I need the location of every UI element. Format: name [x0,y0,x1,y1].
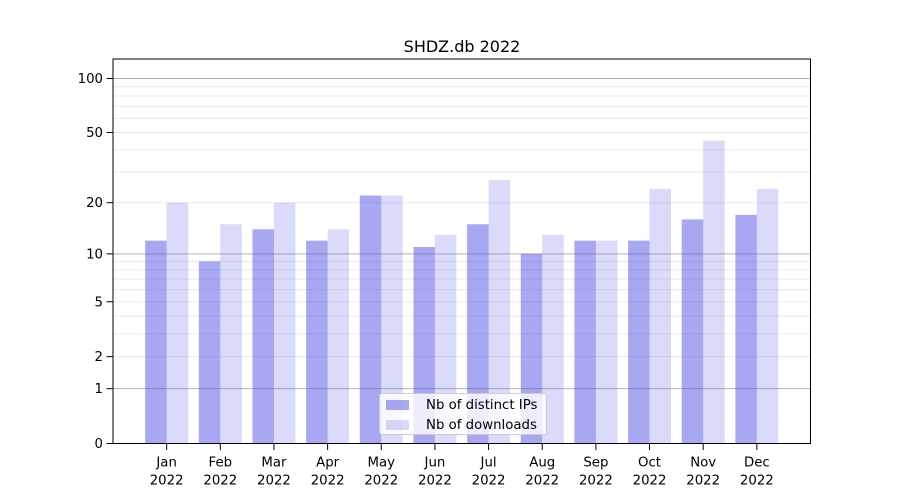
legend-swatch-distinct-ips [386,400,409,410]
bar-downloads-feb [220,224,242,444]
chart-title: SHDZ.db 2022 [403,37,521,56]
y-tick-label: 50 [86,126,103,141]
x-tick-label-year: 2022 [472,474,506,489]
x-tick-label-month: Oct [638,456,661,471]
bar-distinct-ips-apr [306,240,328,444]
x-tick-label-year: 2022 [203,474,237,489]
x-tick-label-year: 2022 [579,474,613,489]
bar-distinct-ips-may [359,195,382,444]
x-tick-label-month: Aug [529,456,555,471]
x-tick-label-year: 2022 [418,474,452,489]
x-tick-label-year: 2022 [150,474,184,489]
x-tick-label-month: Mar [261,456,287,471]
y-tick-label: 1 [95,382,103,397]
legend-item-downloads: Nb of downloads [380,415,537,435]
axis-frame [112,58,811,444]
x-tick-label-month: Apr [316,456,340,471]
bar-distinct-ips-jul [467,224,489,444]
bar-downloads-apr [327,229,350,444]
x-tick-label-year: 2022 [364,474,398,489]
bar-distinct-ips-oct [628,240,650,444]
x-tick-label-month: Jul [480,456,497,471]
legend-swatch-downloads [386,420,409,430]
x-tick-label-month: Dec [744,456,770,471]
x-tick-label-year: 2022 [686,474,720,489]
legend-label-downloads: Nb of downloads [426,417,537,433]
y-tick-label: 5 [95,295,103,310]
bar-downloads-jan [166,202,189,444]
bar-distinct-ips-sep [574,240,596,444]
bar-downloads-jul [488,179,511,444]
bar-distinct-ips-feb [198,261,221,444]
bar-distinct-ips-jan [145,240,167,444]
bar-downloads-oct [649,188,671,444]
bar-distinct-ips-mar [252,229,274,444]
y-tick-label: 20 [86,196,103,211]
bar-downloads-nov [703,140,725,444]
x-tick-label-month: Jun [424,456,446,471]
bar-downloads-aug [542,234,564,444]
x-tick-label-year: 2022 [311,474,345,489]
bar-downloads-may [381,195,403,444]
bar-downloads-jun [434,234,457,444]
x-tick-label-year: 2022 [633,474,667,489]
x-tick-label-year: 2022 [257,474,291,489]
x-tick-label-month: May [368,456,396,471]
y-tick-label: 0 [95,437,103,452]
y-tick-label: 2 [95,350,103,365]
legend-label-distinct-ips: Nb of distinct IPs [426,397,538,413]
x-tick-label-year: 2022 [525,474,559,489]
x-tick-label-month: Jan [155,456,177,471]
bar-distinct-ips-nov [681,219,704,444]
x-tick-label-year: 2022 [740,474,774,489]
y-tick-label: 100 [78,72,103,87]
legend: Nb of distinct IPs Nb of downloads [379,393,548,435]
bar-downloads-sep [595,240,618,444]
legend-item-distinct-ips: Nb of distinct IPs [380,395,537,415]
x-tick-label-month: Nov [690,456,716,471]
x-tick-label-month: Sep [583,456,608,471]
bar-distinct-ips-dec [735,214,757,444]
bar-downloads-mar [273,202,296,444]
bar-downloads-dec [756,188,779,444]
y-tick-label: 10 [86,247,103,262]
x-tick-label-month: Feb [209,456,233,471]
